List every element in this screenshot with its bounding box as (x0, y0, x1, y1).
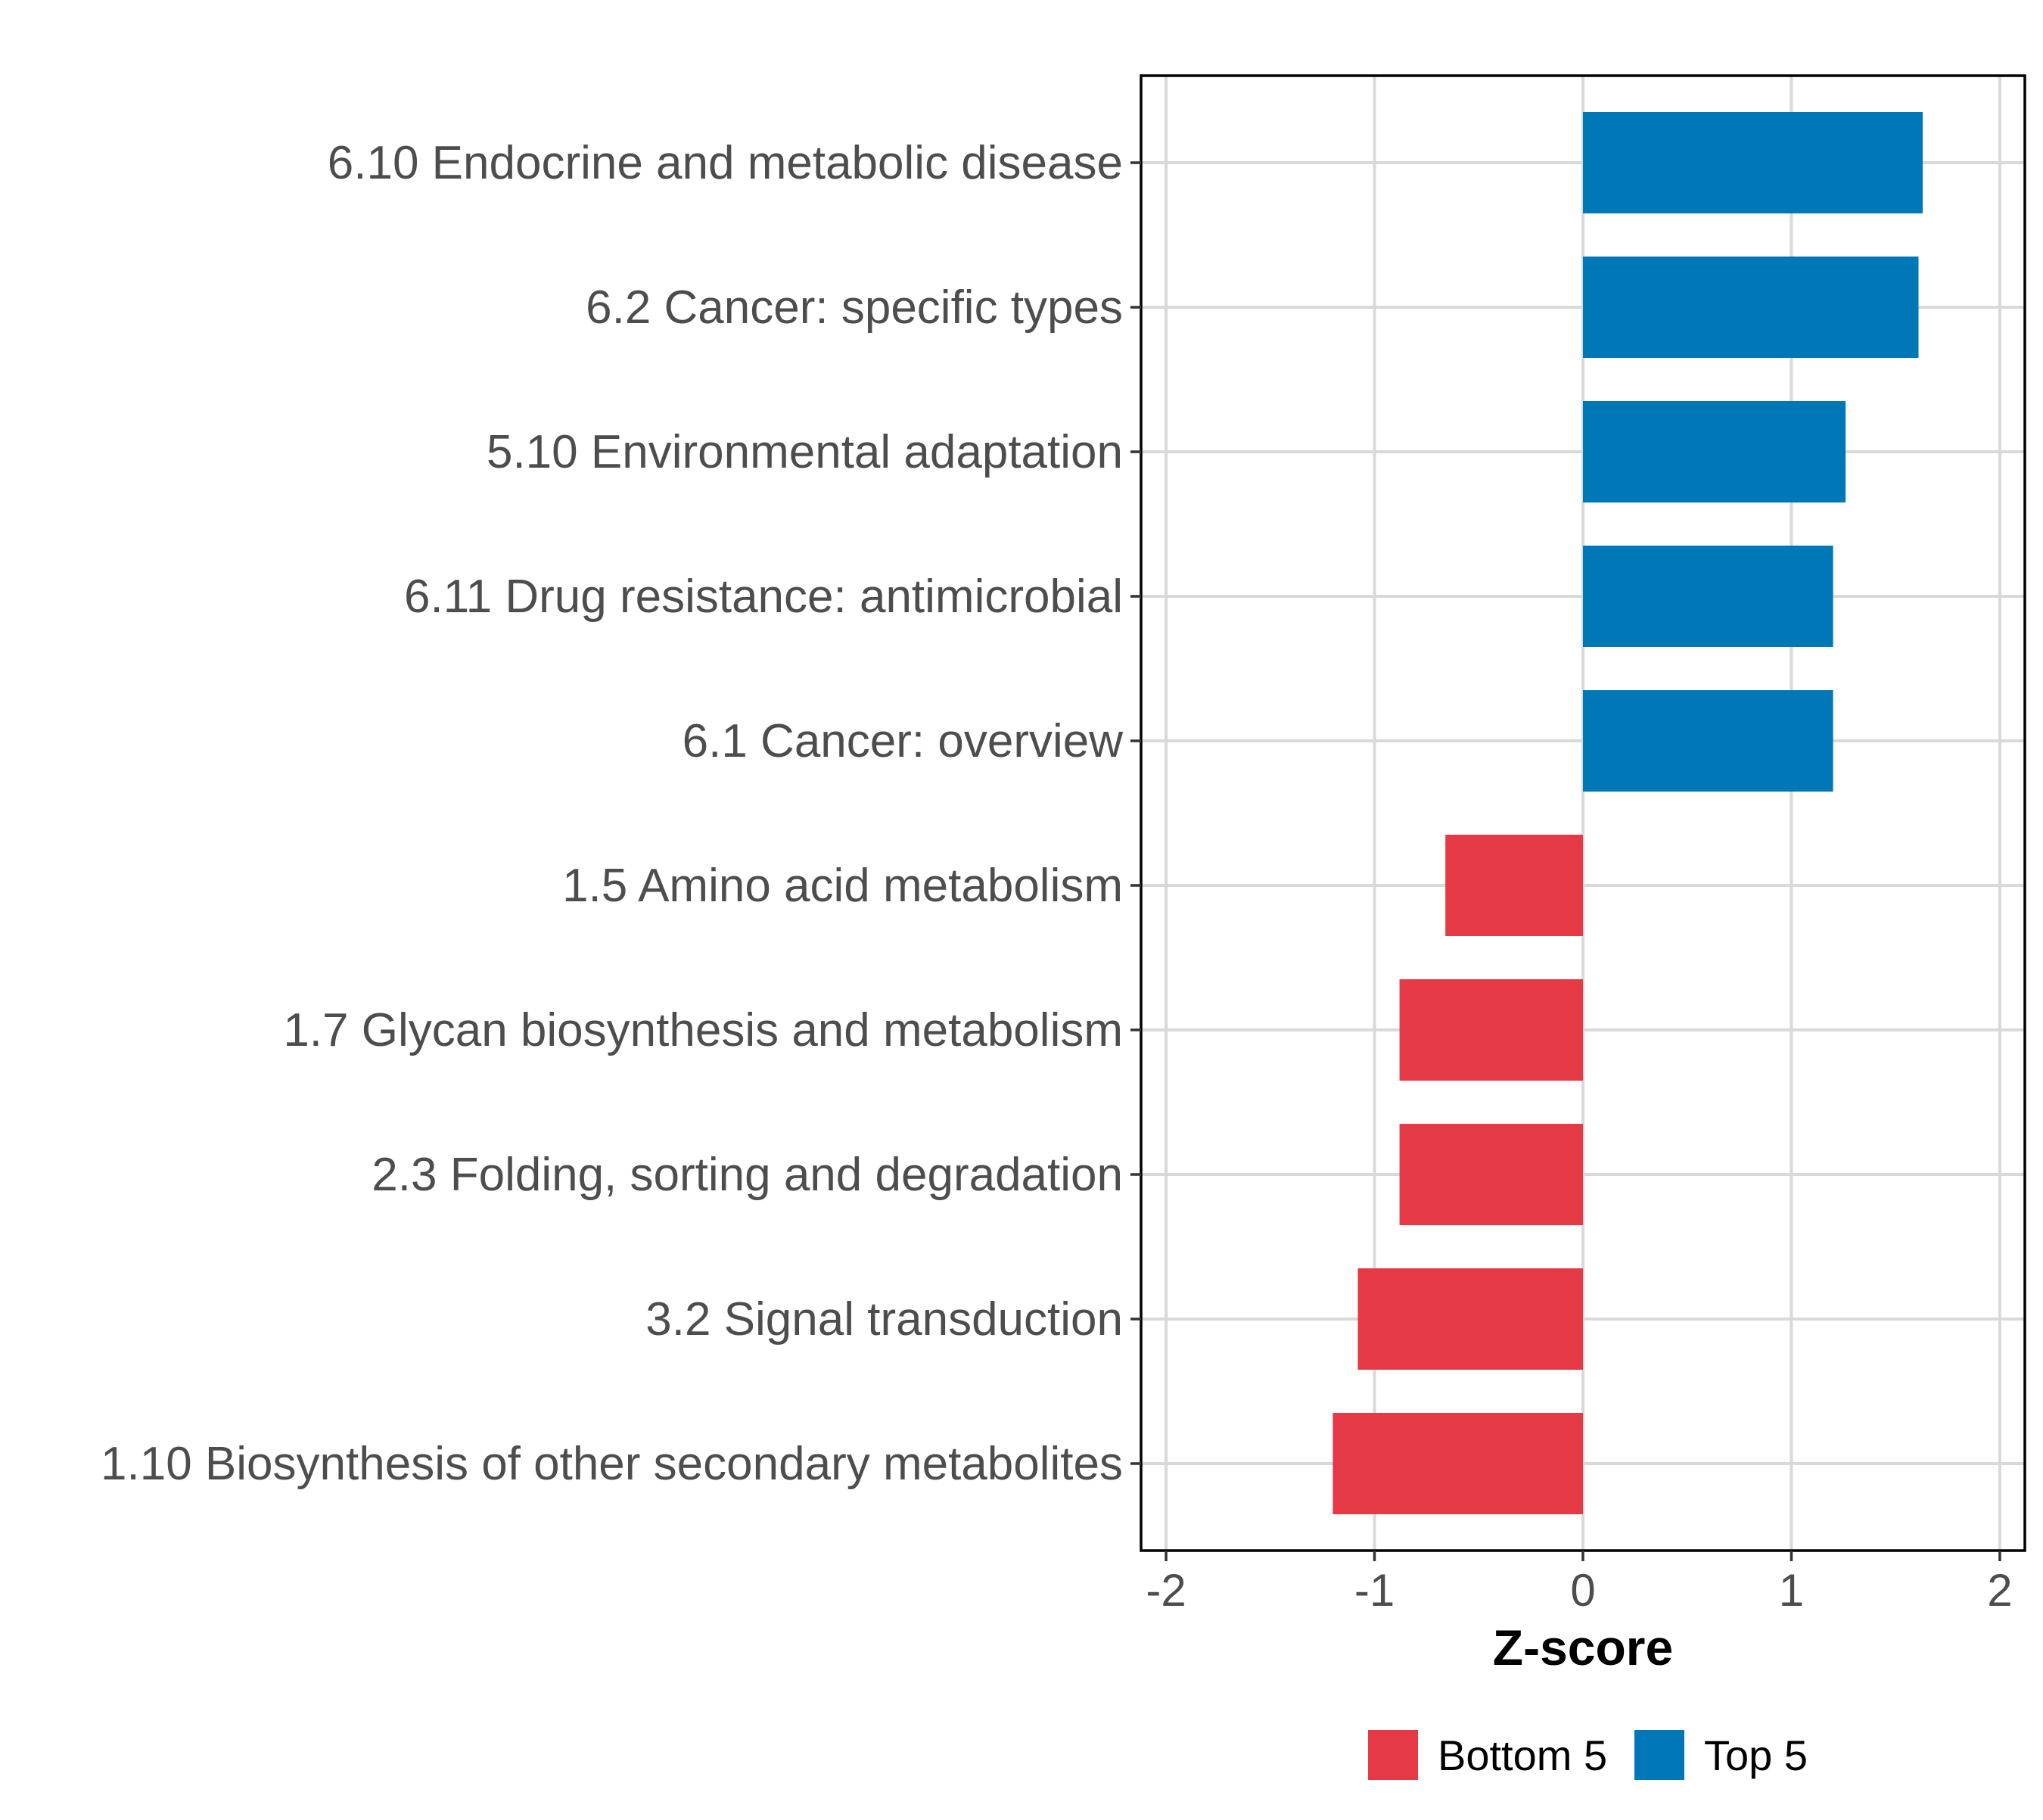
y-tick-label: 1.10 Biosynthesis of other secondary met… (101, 1438, 1123, 1490)
legend-label-top5: Top 5 (1704, 1731, 1808, 1779)
x-tick-label: -1 (1354, 1565, 1395, 1616)
y-tick-label: 5.10 Environmental adaptation (487, 426, 1123, 478)
legend-key-bottom5 (1368, 1730, 1418, 1780)
bar (1332, 1413, 1583, 1514)
bar (1583, 257, 1919, 358)
y-tick-label: 1.5 Amino acid metabolism (562, 860, 1123, 912)
x-tick-label: 1 (1779, 1565, 1804, 1616)
x-tick-label: -2 (1146, 1565, 1186, 1616)
y-tick-label: 1.7 Glycan biosynthesis and metabolism (283, 1004, 1123, 1056)
legend-key-top5 (1634, 1730, 1684, 1780)
y-tick-label: 6.1 Cancer: overview (683, 715, 1124, 767)
x-axis-title: Z-score (1493, 1619, 1673, 1675)
y-tick-label: 3.2 Signal transduction (645, 1293, 1123, 1346)
bars (1332, 112, 1923, 1514)
bar (1583, 112, 1923, 213)
bar (1399, 1124, 1583, 1225)
bar (1357, 1268, 1583, 1370)
y-axis-labels: 6.10 Endocrine and metabolic disease 6.2 … (101, 137, 1141, 1490)
x-axis-labels: -2 -1 0 1 2 (1146, 1551, 2013, 1616)
y-tick-label: 2.3 Folding, sorting and degradation (372, 1149, 1123, 1201)
legend-label-bottom5: Bottom 5 (1438, 1731, 1607, 1779)
y-tick-label: 6.10 Endocrine and metabolic disease (328, 137, 1123, 189)
bar (1445, 835, 1583, 936)
y-tick-label: 6.2 Cancer: specific types (586, 282, 1123, 334)
y-tick-label: 6.11 Drug resistance: antimicrobial (404, 571, 1123, 623)
bar (1399, 979, 1583, 1081)
legend: Bottom 5 Top 5 (1368, 1730, 1808, 1780)
x-tick-label: 2 (1987, 1565, 2012, 1616)
bar (1583, 546, 1833, 647)
bar (1583, 401, 1846, 502)
x-tick-label: 0 (1570, 1565, 1595, 1616)
bar (1583, 690, 1833, 792)
